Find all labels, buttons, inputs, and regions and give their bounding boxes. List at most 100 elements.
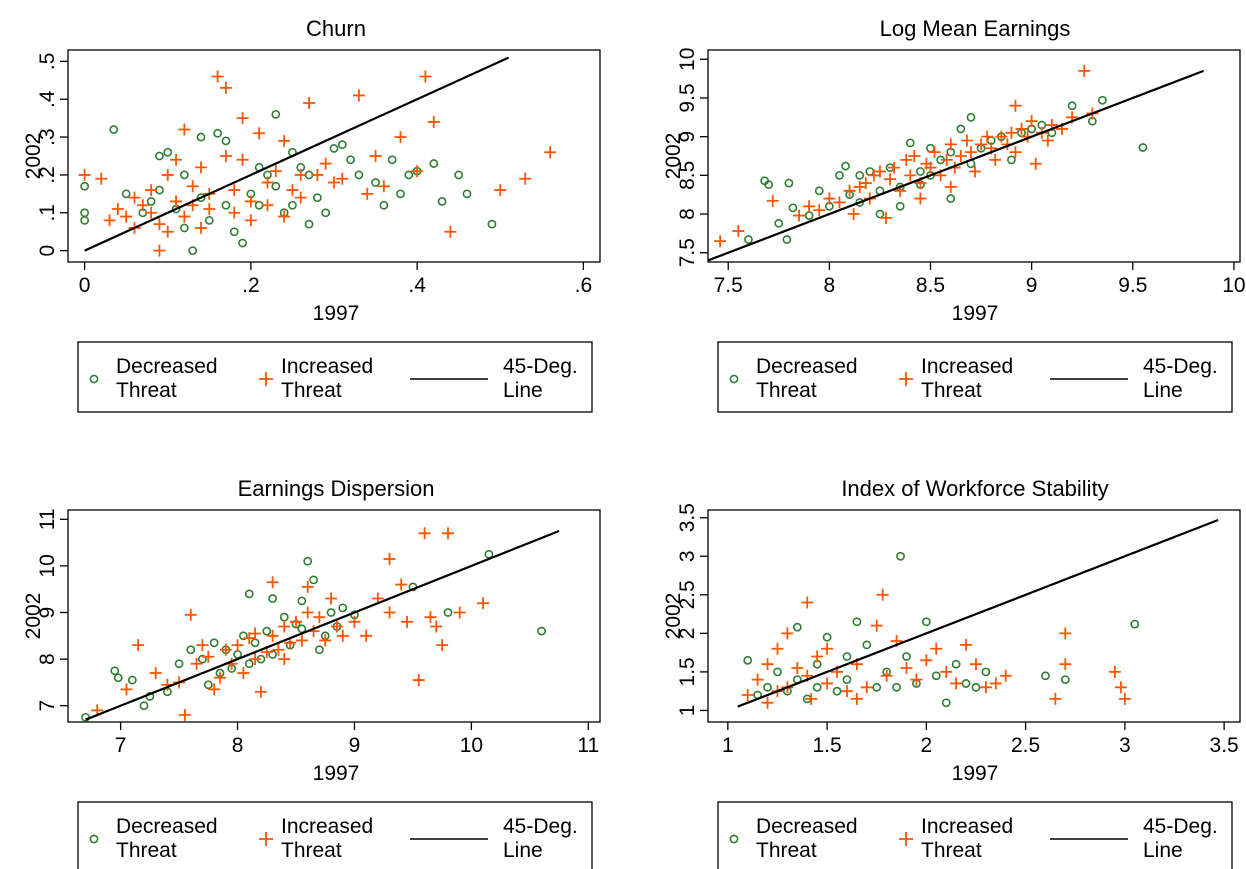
increased-threat-point <box>873 165 886 178</box>
increased-threat-point <box>859 177 872 190</box>
y-tick-label: 9.5 <box>676 83 699 112</box>
increased-threat-point <box>801 596 814 609</box>
increased-threat-point <box>436 639 449 652</box>
decreased-threat-point <box>875 209 885 219</box>
increased-threat-point <box>178 709 191 722</box>
increased-threat-point <box>170 195 183 208</box>
decreased-threat-point <box>238 631 248 641</box>
increased-threat-point <box>228 184 241 197</box>
increased-threat-point <box>1005 126 1018 139</box>
decreased-threat-point <box>812 682 822 692</box>
x-tick-label: 10 <box>460 734 483 757</box>
increased-threat-point <box>427 115 440 128</box>
increased-threat-point <box>741 689 754 702</box>
decreased-threat-point <box>155 151 164 161</box>
decreased-threat-point <box>788 203 798 213</box>
decreased-threat-point <box>1130 619 1140 629</box>
decreased-threat-point <box>288 200 297 210</box>
increased-threat-point <box>161 225 174 238</box>
increased-threat-point <box>208 683 221 696</box>
increased-threat-point <box>1009 99 1022 112</box>
decreased-threat-point <box>174 659 184 669</box>
increased-threat-point <box>960 638 973 651</box>
legend: DecreasedThreatIncreasedThreat45-Deg.Lin… <box>717 341 1233 413</box>
y-axis-ticks: 7 8 9 10 11 <box>36 508 68 712</box>
increased-threat-point <box>330 620 343 633</box>
increased-threat-point <box>823 192 836 205</box>
decreased-threat-point <box>204 215 214 225</box>
increased-threat-point <box>411 165 424 178</box>
increased-threat-point <box>301 580 314 593</box>
decreased-threat-point <box>221 136 231 146</box>
decreased-threat-point <box>832 686 842 696</box>
increased-threat-point <box>178 123 191 136</box>
y-axis-label: 2002 <box>662 133 685 180</box>
decreased-threat-point <box>773 667 782 677</box>
legend-line-label: 45-Deg. <box>1143 815 1218 838</box>
increased-threat-point <box>236 153 249 166</box>
increased-threat-point <box>290 615 302 628</box>
legend-decreased-label: Decreased <box>756 815 858 838</box>
increased-threat-point <box>360 629 373 642</box>
increased-threat-point <box>900 662 913 675</box>
decreased-threat-point <box>198 654 207 664</box>
decreased-threat-point <box>852 617 862 627</box>
increased-threat-point <box>1025 115 1038 128</box>
y-tick-label: 10 <box>676 48 699 71</box>
increased-threat-point <box>295 634 308 647</box>
increased-threat-point <box>266 576 279 589</box>
decreased-threat-point <box>179 223 189 233</box>
decreased-threat-point <box>297 596 307 606</box>
increased-threat-point <box>751 673 764 686</box>
x-tick-label: 7.5 <box>714 274 743 297</box>
legend-box <box>717 801 1233 869</box>
decreased-threat-point <box>110 666 120 676</box>
increased-threat-point <box>231 639 244 652</box>
increased-threat-point <box>395 578 408 591</box>
panel-title: Index of Workforce Stability <box>841 476 1108 501</box>
legend-increased-label: Increased <box>921 815 1013 838</box>
forty-five-degree-line <box>84 56 510 252</box>
legend-decreased-label: Threat <box>116 379 177 402</box>
increased-threat-point <box>325 592 338 605</box>
increased-threat-point <box>120 210 133 223</box>
legend-box <box>77 801 593 869</box>
legend-box <box>77 341 593 413</box>
panel-churn: Churn 0 .2 .4 .6 0 .1 .2 .3 .4 .5 1997 2002 Decr… <box>22 16 601 413</box>
increased-threat-point <box>219 150 232 162</box>
decreased-threat-point <box>238 238 247 248</box>
decreased-threat-point <box>792 622 802 632</box>
decreased-threat-point <box>396 189 405 199</box>
increased-threat-point <box>336 172 349 185</box>
decreased-threat-point <box>902 652 911 661</box>
increased-threat-point <box>202 650 215 663</box>
legend-line-label: Line <box>503 379 543 402</box>
x-axis-label: 1997 <box>313 302 360 325</box>
increased-threat-point <box>132 639 145 652</box>
decreased-threat-point <box>784 178 794 188</box>
increased-threat-point <box>876 588 889 601</box>
increased-threat-point <box>793 209 806 222</box>
y-tick-label: .1 <box>36 204 59 222</box>
increased-threat-point <box>833 196 846 209</box>
increased-threat-point <box>914 192 927 205</box>
x-tick-label: 8.5 <box>916 274 945 297</box>
y-tick-label: 7.5 <box>676 238 699 267</box>
increased-threat-point <box>1029 157 1042 170</box>
increased-threat-point <box>261 176 274 189</box>
decreased-threat-point <box>146 197 156 206</box>
decreased-threat-point <box>127 675 137 685</box>
increased-threat-point <box>237 667 250 680</box>
increased-threat-point <box>477 597 490 610</box>
decreased-threat-point <box>842 652 852 661</box>
decreased-threat-point <box>271 181 281 191</box>
increased-threat-point <box>847 208 860 221</box>
x-tick-label: .2 <box>242 274 260 297</box>
x-tick-label: 9 <box>1026 274 1038 297</box>
legend-increased-marker <box>899 832 913 846</box>
increased-threat-point <box>190 657 203 670</box>
legend-increased-marker <box>899 372 913 386</box>
forty-five-degree-line <box>85 529 560 721</box>
increased-threat-point <box>853 180 866 193</box>
x-tick-label: 2 <box>921 734 933 757</box>
